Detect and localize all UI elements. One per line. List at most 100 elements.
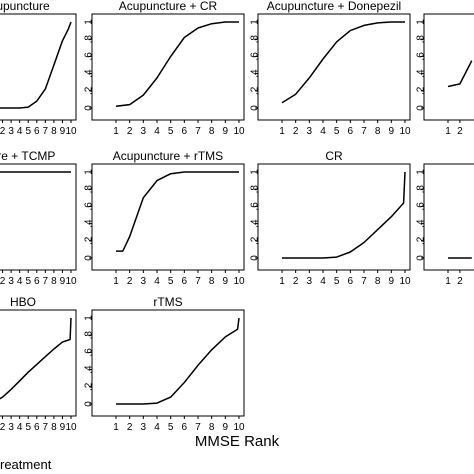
panel-frame <box>0 13 77 121</box>
x-tick-label: 4 <box>17 276 23 287</box>
y-tick-label: .4 <box>84 365 95 374</box>
x-tick-label: 6 <box>34 126 40 137</box>
series-line <box>116 171 239 252</box>
y-tick-label: .2 <box>250 86 261 95</box>
y-tick-label: 1 <box>416 19 427 25</box>
x-tick-label: 7 <box>195 422 201 433</box>
x-tick-label: 1 <box>113 422 119 433</box>
x-tick-label: 6 <box>348 276 354 287</box>
y-tick-label: .2 <box>416 86 427 95</box>
x-tick-label: 10 <box>399 276 411 287</box>
x-tick-label: 1 <box>113 126 119 137</box>
x-tick-label: 5 <box>25 126 31 137</box>
y-tick-label: .8 <box>250 35 261 44</box>
x-tick-label: 10 <box>65 276 77 287</box>
x-tick-label: 5 <box>25 422 31 433</box>
x-tick-label: 2 <box>293 276 299 287</box>
x-tick-label: 9 <box>223 126 229 137</box>
x-tick-label: 8 <box>209 126 215 137</box>
x-tick-label: 3 <box>8 422 14 433</box>
panel-5: ure + TCMP12345678910 <box>0 149 77 287</box>
x-tick-label: 2 <box>127 126 133 137</box>
y-tick-label: 1 <box>250 169 261 175</box>
x-tick-label: 7 <box>361 276 367 287</box>
x-tick-label: 5 <box>25 276 31 287</box>
x-tick-label: 4 <box>154 422 160 433</box>
x-tick-label: 2 <box>457 126 463 137</box>
x-tick-label: 5 <box>334 126 340 137</box>
series-line <box>115 21 239 108</box>
x-tick-label: 8 <box>375 276 381 287</box>
y-tick-label: 0 <box>250 105 261 111</box>
panel-frame <box>257 13 411 121</box>
x-tick-label: 3 <box>8 126 14 137</box>
panel-title: Acupuncture + Donepezil <box>267 0 401 13</box>
x-tick-label: 6 <box>182 422 188 433</box>
panel-title: HBO <box>10 295 36 309</box>
series-line <box>447 60 473 88</box>
y-tick-label: .2 <box>84 86 95 95</box>
y-tick-label: .8 <box>84 331 95 340</box>
y-tick-label: 0 <box>416 255 427 261</box>
x-tick-label: 1 <box>113 276 119 287</box>
y-tick-label: 1 <box>84 19 95 25</box>
x-tick-label: 7 <box>43 126 49 137</box>
x-tick-label: 8 <box>51 422 57 433</box>
panel-title: ure + TCMP <box>0 149 55 163</box>
x-axis-title: MMSE Rank <box>194 433 280 450</box>
x-tick-label: 8 <box>209 422 215 433</box>
x-tick-label: 6 <box>182 276 188 287</box>
x-tick-label: 6 <box>34 276 40 287</box>
y-tick-label: .6 <box>416 202 427 211</box>
x-tick-label: 7 <box>195 276 201 287</box>
panel-title: upuncture <box>0 0 50 13</box>
y-tick-label: .6 <box>84 348 95 357</box>
y-tick-label: .6 <box>250 202 261 211</box>
x-tick-label: 3 <box>141 126 147 137</box>
x-tick-label: 10 <box>233 276 245 287</box>
panel-frame <box>257 163 411 271</box>
x-tick-label: 2 <box>293 126 299 137</box>
panel-frame <box>91 163 245 271</box>
x-tick-label: 6 <box>34 422 40 433</box>
x-tick-label: 1 <box>279 276 285 287</box>
y-tick-label: .6 <box>250 52 261 61</box>
x-tick-label: 8 <box>51 276 57 287</box>
panel-title: rTMS <box>153 295 182 309</box>
y-tick-label: 0 <box>84 401 95 407</box>
y-tick-label: .4 <box>416 219 427 228</box>
x-tick-label: 4 <box>154 276 160 287</box>
x-tick-label: 1 <box>279 126 285 137</box>
y-tick-label: 0 <box>416 105 427 111</box>
y-tick-label: .8 <box>84 185 95 194</box>
y-tick-label: .4 <box>416 69 427 78</box>
x-tick-label: 7 <box>43 422 49 433</box>
y-tick-label: .6 <box>84 52 95 61</box>
x-tick-label: 8 <box>375 126 381 137</box>
x-tick-label: 5 <box>334 276 340 287</box>
x-tick-label: 3 <box>8 276 14 287</box>
x-tick-label: 2 <box>0 276 6 287</box>
y-tick-label: 1 <box>416 169 427 175</box>
x-tick-label: 10 <box>399 126 411 137</box>
panel-7: CR0.2.4.6.811 2 3 4 5 6 7 8 9 10 <box>250 149 411 287</box>
x-tick-label: 9 <box>60 276 66 287</box>
panel-frame <box>0 163 77 271</box>
series-line <box>282 171 406 259</box>
x-tick-label: 2 <box>127 422 133 433</box>
y-tick-label: .2 <box>84 236 95 245</box>
y-tick-label: 0 <box>84 105 95 111</box>
x-tick-label: 5 <box>168 126 174 137</box>
y-tick-label: 1 <box>250 19 261 25</box>
x-tick-label: 3 <box>141 422 147 433</box>
footer-text: reatment <box>0 457 52 472</box>
x-tick-label: 7 <box>43 276 49 287</box>
panel-frame <box>91 309 245 417</box>
series-line <box>116 317 240 405</box>
panel-frame <box>91 13 245 121</box>
y-tick-label: 0 <box>250 255 261 261</box>
